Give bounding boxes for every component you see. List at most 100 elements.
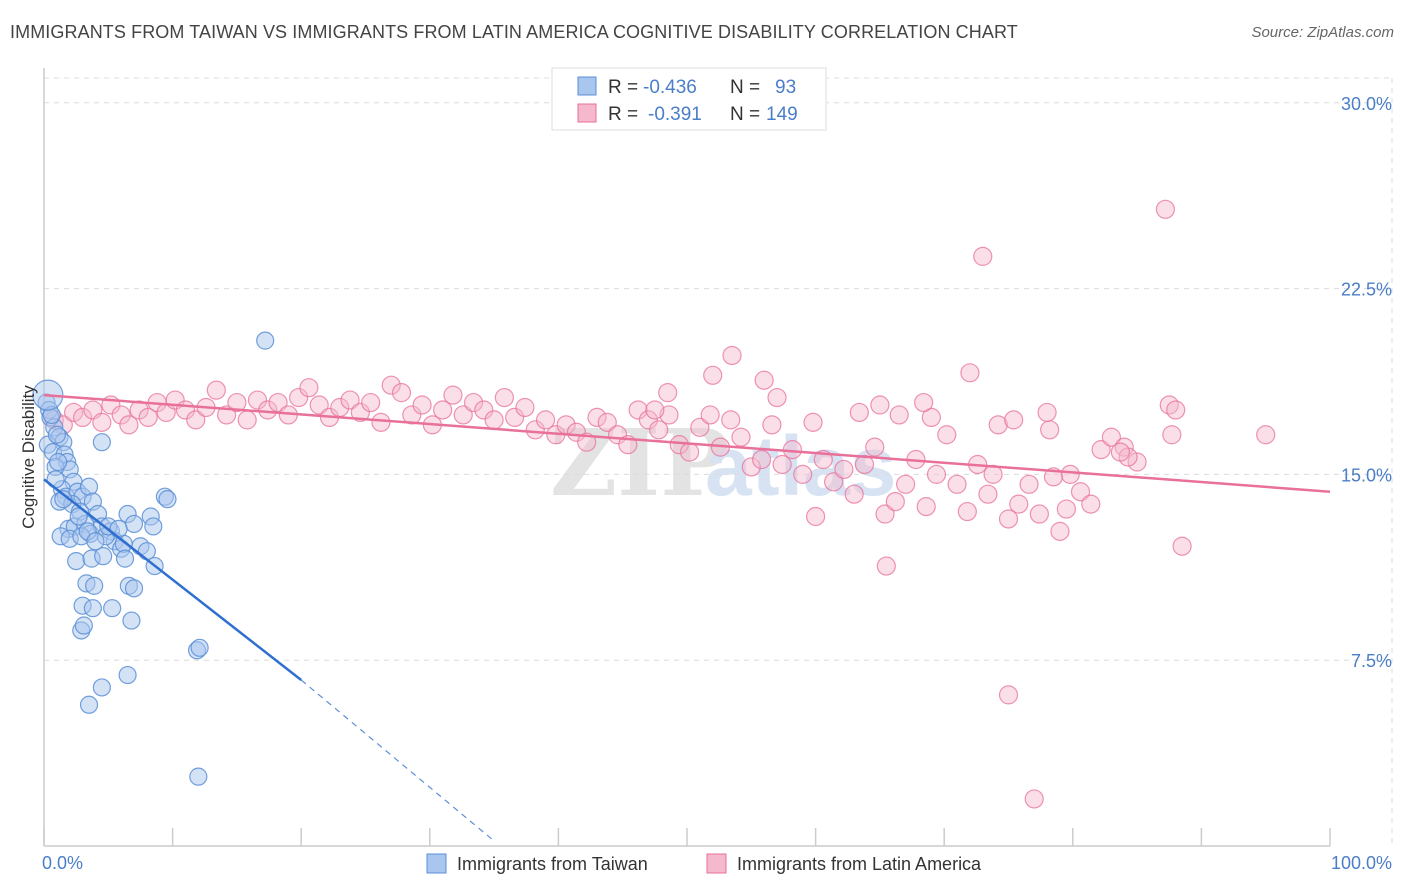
latin-point: [381, 375, 401, 395]
latin-point: [350, 402, 370, 423]
latin-point: [1091, 440, 1111, 460]
taiwan-point: [79, 477, 99, 496]
latin-point: [638, 410, 659, 430]
taiwan-r-value: -0.436: [643, 77, 697, 98]
y-tick-label: 22.5%: [1341, 280, 1392, 300]
latin-point: [703, 365, 723, 385]
top-legend: R = -0.436 N = 93 R = -0.391 N = 149: [551, 67, 827, 131]
latin-point: [1029, 504, 1049, 524]
latin-bottom-swatch: [706, 853, 727, 874]
taiwan-point: [158, 490, 177, 509]
bottom-legend: Immigrants from Taiwan Immigrants from L…: [426, 853, 982, 874]
latin-point: [597, 412, 617, 432]
latin-point: [484, 410, 504, 430]
latin-point: [805, 506, 826, 527]
watermark-zip: ZIP: [550, 409, 729, 517]
latin-n-label: N =: [730, 104, 760, 125]
taiwan-points: [32, 331, 275, 786]
latin-point: [391, 383, 412, 403]
taiwan-point: [47, 425, 66, 444]
latin-point: [849, 402, 869, 423]
latin-point: [741, 457, 761, 477]
latin-point: [505, 407, 525, 428]
latin-point: [978, 484, 998, 504]
latin-point: [998, 509, 1019, 529]
chart-title: IMMIGRANTS FROM TAIWAN VS IMMIGRANTS FRO…: [10, 22, 1018, 42]
latin-point: [782, 440, 803, 460]
taiwan-point: [256, 331, 275, 350]
latin-point: [525, 420, 545, 440]
latin-point: [1060, 464, 1080, 484]
latin-point: [1110, 442, 1130, 462]
latin-point: [1172, 536, 1192, 556]
latin-point: [1081, 494, 1101, 514]
latin-point: [577, 432, 597, 452]
taiwan-point: [124, 514, 144, 534]
trend-lines: [43, 393, 1331, 842]
latin-point: [1019, 474, 1039, 494]
latin-point: [645, 400, 665, 420]
latin-point: [1040, 420, 1060, 440]
y-tick-label: 30.0%: [1341, 94, 1392, 114]
latin-point: [1050, 521, 1070, 541]
taiwan-point: [118, 665, 137, 685]
taiwan-point: [103, 599, 122, 618]
taiwan-point: [74, 616, 93, 635]
latin-point: [1024, 789, 1044, 809]
axes: [43, 68, 1331, 847]
latin-bottom-label: Immigrants from Latin America: [737, 854, 982, 874]
latin-point: [658, 383, 678, 403]
taiwan-point: [86, 532, 105, 551]
y-tick-label: 15.0%: [1341, 465, 1392, 485]
taiwan-bottom-label: Immigrants from Taiwan: [457, 854, 648, 874]
taiwan-point: [85, 576, 104, 595]
latin-point: [824, 472, 844, 492]
latin-point: [854, 454, 875, 475]
latin-legend-swatch: [577, 103, 597, 123]
latin-point: [494, 387, 514, 408]
latin-point: [1162, 425, 1182, 445]
tick-labels: 7.5% 15.0% 22.5% 30.0% 0.0% 100.0%: [42, 94, 1392, 873]
latin-point: [722, 345, 742, 366]
latin-point: [762, 415, 782, 435]
taiwan-point: [144, 517, 163, 536]
latin-point: [772, 454, 792, 475]
latin-point: [679, 442, 700, 462]
latin-point: [937, 425, 957, 445]
latin-point: [515, 397, 535, 418]
latin-point: [865, 437, 885, 457]
latin-point: [690, 417, 710, 437]
latin-point: [767, 387, 787, 408]
taiwan-r-label: R =: [608, 77, 638, 98]
taiwan-point: [190, 638, 209, 657]
latin-point: [412, 395, 432, 415]
latin-point: [973, 246, 993, 266]
latin-point: [206, 380, 226, 400]
latin-point: [535, 410, 556, 430]
latin-point: [1159, 395, 1179, 415]
latin-point: [926, 464, 947, 484]
taiwan-point: [83, 599, 102, 618]
latin-point: [1004, 410, 1024, 430]
latin-point: [217, 405, 237, 425]
latin-point: [649, 420, 669, 440]
latin-point: [463, 392, 484, 413]
x-tick-label: 100.0%: [1331, 853, 1392, 873]
latin-point: [453, 405, 473, 425]
taiwan-n-value: 93: [775, 77, 796, 98]
latin-point: [1127, 452, 1147, 472]
latin-point: [957, 501, 977, 522]
taiwan-point: [94, 547, 113, 566]
latin-point: [1155, 199, 1175, 219]
taiwan-point: [49, 452, 68, 472]
taiwan-point: [92, 678, 111, 697]
latin-point: [1101, 427, 1121, 447]
taiwan-point: [92, 433, 111, 452]
taiwan-point: [109, 519, 128, 538]
taiwan-point: [189, 767, 208, 786]
taiwan-point: [54, 490, 73, 509]
latin-point: [844, 484, 864, 504]
taiwan-point: [67, 551, 86, 571]
latin-point: [700, 405, 720, 425]
latin-point: [876, 556, 896, 576]
